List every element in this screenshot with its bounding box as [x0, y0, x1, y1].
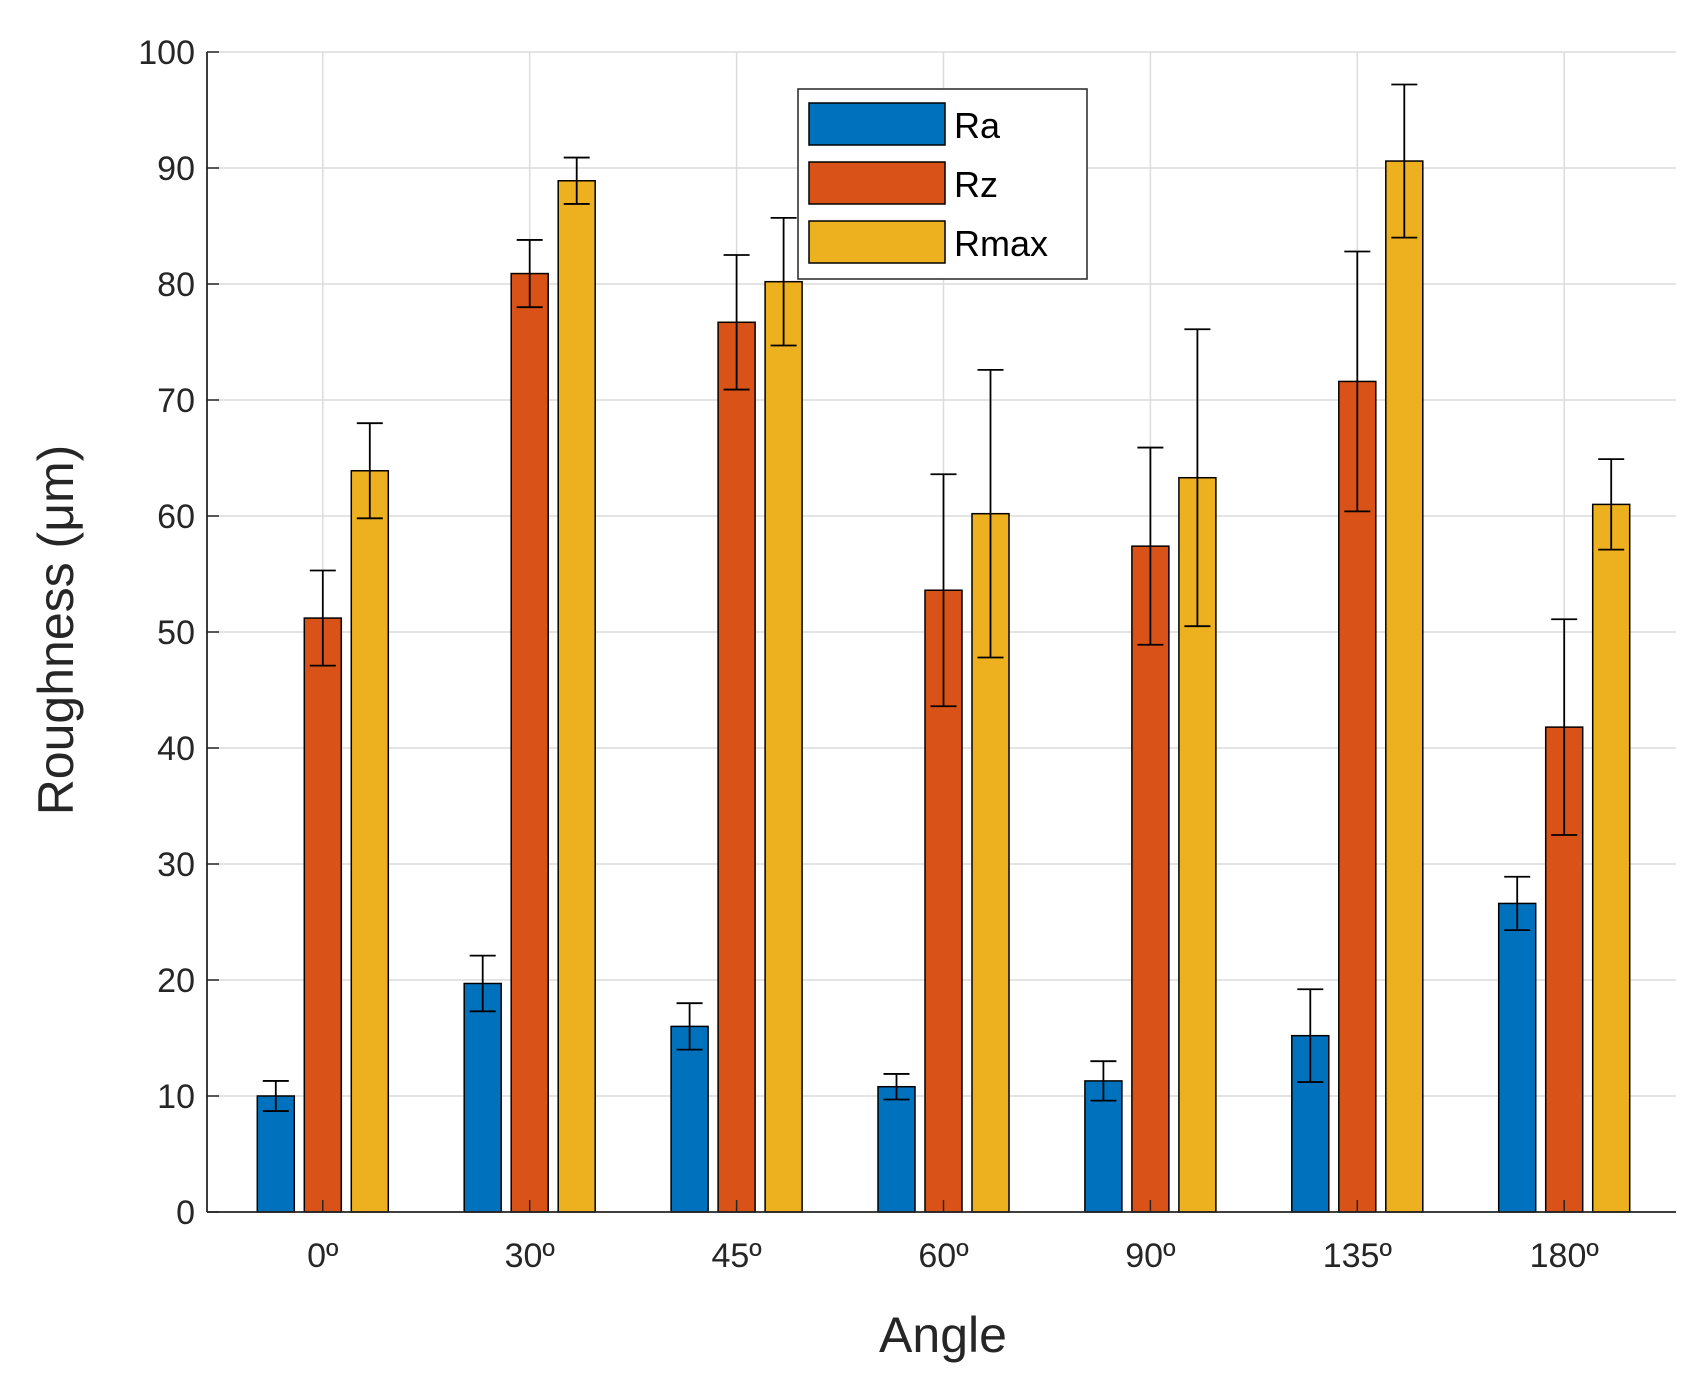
- error-bar-ra: [1504, 875, 1531, 932]
- bar-rz: [510, 272, 549, 1213]
- x-tick-label: 0º: [307, 1237, 338, 1275]
- y-tick-label: 80: [157, 266, 195, 304]
- legend: Ra Rz Rmax: [797, 88, 1088, 280]
- legend-swatch-rmax: [808, 220, 946, 264]
- bar-rz: [1131, 545, 1170, 1213]
- error-bar-rmax: [1598, 458, 1625, 551]
- bar-ra: [877, 1085, 916, 1213]
- error-bar-rz: [723, 254, 750, 391]
- legend-label-rz: Rz: [954, 164, 998, 205]
- error-bars: [262, 83, 1625, 1112]
- error-bar-rmax: [1391, 83, 1418, 239]
- y-tick-label: 50: [157, 614, 195, 652]
- y-axis-label: Roughness (μm): [28, 445, 84, 816]
- bar-ra: [670, 1025, 709, 1213]
- error-bar-rz: [1551, 618, 1578, 836]
- error-bar-rz: [1137, 446, 1164, 646]
- legend-swatch-ra: [808, 102, 946, 146]
- legend-label-rmax: Rmax: [954, 223, 1048, 264]
- error-bar-rz: [309, 569, 336, 667]
- error-bar-rmax: [356, 422, 383, 520]
- error-bar-ra: [262, 1080, 289, 1112]
- error-bar-ra: [676, 1002, 703, 1051]
- x-tick-label: 135º: [1323, 1237, 1392, 1275]
- axes: [206, 51, 1676, 1213]
- y-tick-label: 90: [157, 150, 195, 188]
- y-tick-label: 40: [157, 730, 195, 768]
- bar-ra: [463, 982, 502, 1213]
- bar-rz: [717, 321, 756, 1213]
- bar-rmax: [350, 470, 390, 1213]
- y-tick-label: 30: [157, 846, 195, 884]
- y-tick-label: 10: [157, 1078, 195, 1116]
- y-tick-label: 60: [157, 498, 195, 536]
- y-tick-label: 100: [138, 34, 195, 72]
- legend-label-ra: Ra: [954, 105, 1001, 146]
- error-bar-rz: [1344, 250, 1371, 513]
- y-tick-label: 0: [176, 1194, 195, 1232]
- bar-rmax: [1385, 160, 1424, 1213]
- legend-swatch-rz: [808, 161, 946, 205]
- x-tick-label: 90º: [1125, 1237, 1175, 1275]
- x-tick-label: 30º: [505, 1237, 555, 1275]
- bar-rmax: [1591, 503, 1631, 1213]
- tick-labels: 0 10 20 30 40 50 60 70 80 90 100 0º 30º 45º 60º 90º 135º…: [138, 34, 1599, 1275]
- bar-ra: [256, 1095, 296, 1213]
- error-bar-rmax: [770, 216, 797, 347]
- error-bar-ra: [1090, 1060, 1117, 1102]
- error-bar-rz: [930, 473, 957, 708]
- error-bar-rmax: [977, 368, 1004, 659]
- x-tick-label: 60º: [918, 1237, 968, 1275]
- x-tick-label: 45º: [711, 1237, 761, 1275]
- bar-rmax: [557, 180, 596, 1213]
- y-tick-label: 70: [157, 382, 195, 420]
- bars: [256, 160, 1631, 1213]
- x-axis-label: Angle: [879, 1307, 1007, 1363]
- error-bar-rmax: [1184, 328, 1211, 628]
- error-bar-ra: [883, 1073, 910, 1101]
- error-bar-ra: [1297, 988, 1324, 1083]
- bar-ra: [1497, 902, 1537, 1213]
- error-bar-rmax: [563, 156, 590, 205]
- bar-rmax: [764, 280, 803, 1213]
- error-bar-rz: [516, 239, 543, 309]
- y-tick-label: 20: [157, 962, 195, 1000]
- x-tick-label: 180º: [1530, 1237, 1599, 1275]
- error-bar-ra: [469, 954, 496, 1013]
- bar-ra: [1084, 1080, 1123, 1213]
- bar-rz: [303, 617, 343, 1213]
